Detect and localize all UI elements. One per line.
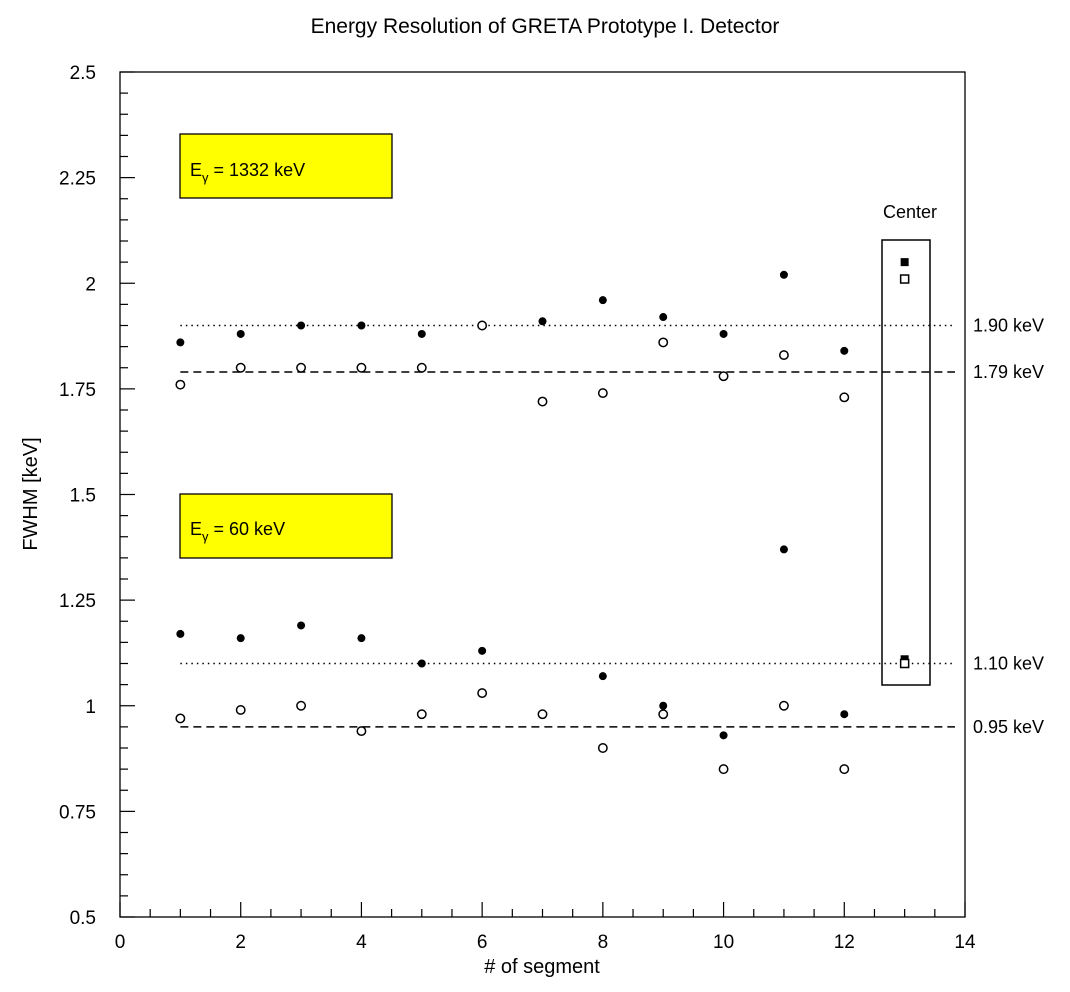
reference-lines: 1.90 keV 1.79 keV 1.10 keV 0.95 keV xyxy=(180,316,1044,737)
filled-circle-point xyxy=(417,329,426,338)
label-box-60-bg xyxy=(179,493,393,559)
open-circle-point xyxy=(537,396,548,407)
open-circle-point xyxy=(296,362,307,373)
label-box-1332-text: Eγ = 1332 keV xyxy=(190,160,305,185)
y-tick-label: 1.75 xyxy=(59,380,96,401)
reference-line-label: 1.10 keV xyxy=(973,654,1044,674)
open-square-point xyxy=(899,274,910,284)
filled-circle-point xyxy=(719,731,728,740)
filled-circle-point xyxy=(417,659,426,668)
open-circle-point xyxy=(235,705,246,715)
label-box-60-symbol: E xyxy=(190,519,202,539)
open-circle-point xyxy=(537,709,548,720)
filled-circle-point xyxy=(176,629,185,638)
label-box-1332-value: = 1332 keV xyxy=(209,160,306,180)
open-circle-point xyxy=(839,764,850,775)
label-box-1332-symbol: E xyxy=(190,160,202,180)
label-box-60: Eγ = 60 keV xyxy=(179,493,393,559)
x-tick-label: 14 xyxy=(954,932,976,953)
open-circle-point xyxy=(597,743,608,753)
x-tick-label: 10 xyxy=(713,932,734,953)
filled-circle-point xyxy=(598,296,607,305)
y-tick-label: 0.5 xyxy=(70,908,96,929)
filled-circle-point xyxy=(779,545,788,554)
open-circle-point xyxy=(175,379,186,390)
open-circle-point xyxy=(477,320,488,331)
reference-line-label: 0.95 keV xyxy=(973,717,1044,737)
filled-square-point xyxy=(900,258,909,267)
filled-circle-point xyxy=(538,317,547,326)
filled-circle-point xyxy=(840,710,849,719)
open-circle-point xyxy=(718,371,729,382)
filled-circle-point xyxy=(840,346,849,355)
y-tick-label: 2.25 xyxy=(59,169,96,190)
open-circle-point xyxy=(778,350,789,361)
x-tick-label: 4 xyxy=(356,932,367,953)
reference-line-label: 1.79 keV xyxy=(973,362,1044,382)
filled-circle-point xyxy=(236,634,245,643)
open-circle-point xyxy=(356,362,367,373)
open-circle-point xyxy=(296,700,307,711)
center-box xyxy=(881,239,931,686)
label-box-60-text: Eγ = 60 keV xyxy=(190,519,285,544)
filled-circle-point xyxy=(297,321,306,330)
filled-circle-point xyxy=(176,338,185,347)
filled-circle-point xyxy=(659,701,668,710)
label-box-60-subscript: γ xyxy=(202,529,209,544)
filled-circle-point xyxy=(719,329,728,338)
open-circle-point xyxy=(658,709,669,720)
tick-labels: 0 2 4 6 8 10 12 14 0.5 0.75 1 1.25 1.5 1.75 2 2.25 2.5 xyxy=(59,63,976,953)
y-tick-label: 2 xyxy=(85,274,96,295)
open-circle-point xyxy=(416,362,427,373)
filled-circle-point xyxy=(598,672,607,681)
filled-circle-point xyxy=(659,313,668,322)
reference-line-label: 1.90 keV xyxy=(973,316,1044,336)
y-tick-label: 0.75 xyxy=(59,802,96,823)
label-box-60-value: = 60 keV xyxy=(209,519,286,539)
open-circle-point xyxy=(356,726,367,737)
data-points xyxy=(175,258,910,775)
open-square-point xyxy=(899,658,910,669)
y-tick-label: 1.25 xyxy=(59,591,96,612)
y-tick-label: 1 xyxy=(85,697,96,718)
filled-circle-point xyxy=(297,621,306,630)
open-circle-point xyxy=(235,362,246,373)
x-axis-label: # of segment xyxy=(484,956,600,978)
open-circle-point xyxy=(839,392,850,403)
y-tick-label: 1.5 xyxy=(70,486,96,507)
open-circle-point xyxy=(175,713,186,724)
y-axis-label: FWHM [keV] xyxy=(20,437,42,550)
open-circle-point xyxy=(658,337,669,348)
filled-circle-point xyxy=(357,634,366,643)
open-circle-point xyxy=(477,688,488,699)
label-box-1332-bg xyxy=(179,133,393,199)
center-group: Center xyxy=(881,202,937,686)
label-box-1332-subscript: γ xyxy=(202,170,209,185)
filled-circle-point xyxy=(236,329,245,338)
axis-ticks xyxy=(119,71,966,918)
x-tick-label: 8 xyxy=(598,932,609,953)
x-tick-label: 2 xyxy=(235,932,246,953)
open-circle-point xyxy=(778,700,789,711)
center-label: Center xyxy=(883,202,937,222)
label-box-1332: Eγ = 1332 keV xyxy=(179,133,393,199)
filled-circle-point xyxy=(357,321,366,330)
x-tick-label: 12 xyxy=(834,932,855,953)
x-tick-label: 0 xyxy=(115,932,126,953)
y-tick-label: 2.5 xyxy=(70,63,96,84)
filled-circle-point xyxy=(779,270,788,279)
open-circle-point xyxy=(416,709,427,720)
open-circle-point xyxy=(718,764,729,775)
x-tick-label: 6 xyxy=(477,932,488,953)
filled-circle-point xyxy=(478,646,487,655)
open-circle-point xyxy=(597,388,608,399)
chart-title: Energy Resolution of GRETA Prototype I. … xyxy=(311,15,780,38)
